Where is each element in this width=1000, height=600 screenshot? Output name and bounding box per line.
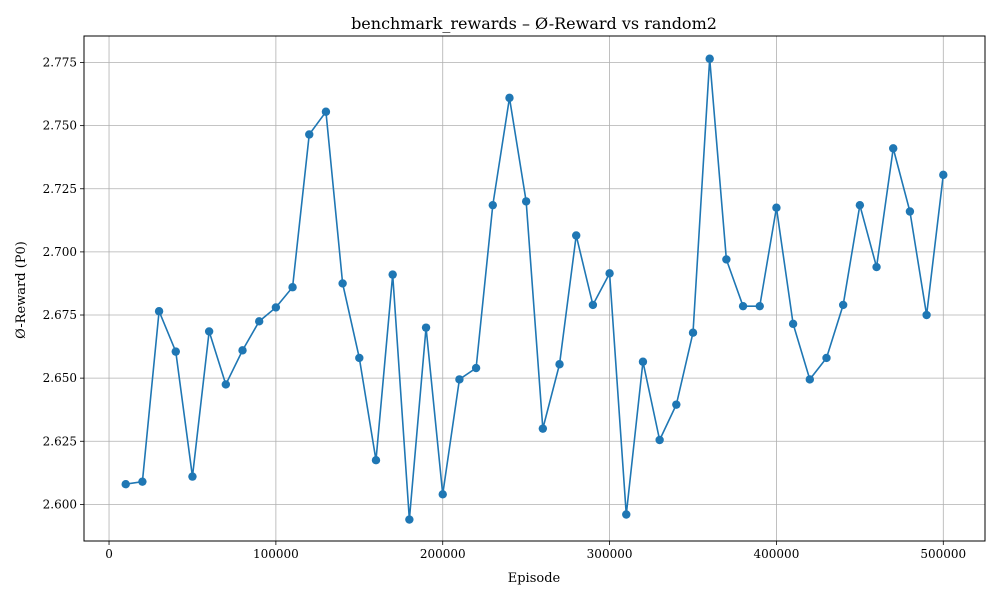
data-point: [321, 107, 331, 116]
data-point: [505, 93, 514, 103]
data-point: [572, 231, 581, 240]
data-point: [405, 515, 414, 524]
data-point: [138, 477, 147, 486]
data-point: [622, 510, 631, 519]
data-series: [121, 54, 948, 524]
data-point: [455, 375, 464, 384]
x-tick-label: 400000: [754, 547, 800, 561]
data-point: [121, 479, 130, 489]
data-point: [838, 300, 848, 310]
data-point: [338, 279, 347, 288]
data-point: [238, 346, 247, 355]
data-point: [254, 317, 264, 326]
x-tick-label: 0: [105, 547, 113, 561]
data-point: [788, 319, 798, 329]
chart-title: benchmark_rewards – Ø-Reward vs random2: [351, 14, 717, 33]
data-point: [171, 347, 180, 356]
data-point: [355, 353, 364, 363]
y-axis-label: Ø-Reward (P0): [14, 241, 29, 339]
data-point: [371, 456, 381, 465]
y-tick-label: 2.675: [43, 308, 77, 322]
data-point: [605, 269, 614, 278]
data-point: [905, 207, 915, 216]
data-point: [588, 300, 598, 310]
data-point: [655, 435, 664, 445]
data-point: [421, 323, 431, 332]
data-point: [872, 262, 881, 272]
data-point: [922, 310, 931, 320]
data-point: [722, 255, 731, 264]
data-point: [471, 363, 481, 373]
data-point: [521, 197, 531, 206]
y-tick-label: 2.750: [43, 119, 77, 133]
data-point: [705, 54, 714, 63]
grid-lines: [84, 36, 985, 541]
data-point: [221, 380, 231, 389]
data-point: [772, 203, 781, 212]
data-point: [889, 144, 898, 153]
x-tick-label: 100000: [253, 547, 299, 561]
axis-ticks: 0 100000 200000 300000 400000 500000 2.600 2.62…: [43, 56, 967, 561]
x-axis-label: Episode: [508, 571, 561, 586]
y-tick-label: 2.700: [43, 245, 77, 259]
data-point: [738, 301, 748, 311]
x-tick-label: 200000: [420, 547, 466, 561]
data-point: [855, 200, 865, 210]
y-tick-label: 2.725: [43, 182, 77, 196]
data-point: [638, 357, 648, 366]
data-point: [288, 283, 297, 292]
data-point: [555, 360, 564, 369]
data-point: [188, 472, 197, 481]
data-point: [822, 353, 831, 363]
plot-frame: [83, 35, 986, 542]
data-point: [204, 327, 214, 336]
data-point: [755, 301, 764, 311]
series-line: [125, 58, 945, 520]
y-tick-label: 2.625: [43, 434, 77, 448]
x-tick-label: 500000: [920, 547, 966, 561]
data-point: [388, 270, 397, 279]
x-tick-label: 300000: [587, 547, 633, 561]
y-tick-label: 2.650: [43, 371, 77, 385]
data-point: [538, 424, 548, 433]
data-point: [672, 400, 681, 409]
data-point: [154, 307, 164, 316]
data-point: [688, 328, 698, 337]
data-point: [271, 303, 281, 312]
y-tick-label: 2.775: [43, 56, 77, 70]
data-point: [939, 170, 948, 180]
data-point: [438, 490, 447, 499]
y-tick-label: 2.600: [43, 497, 77, 511]
data-point: [305, 130, 314, 139]
data-point: [488, 200, 497, 210]
data-point: [805, 375, 815, 384]
